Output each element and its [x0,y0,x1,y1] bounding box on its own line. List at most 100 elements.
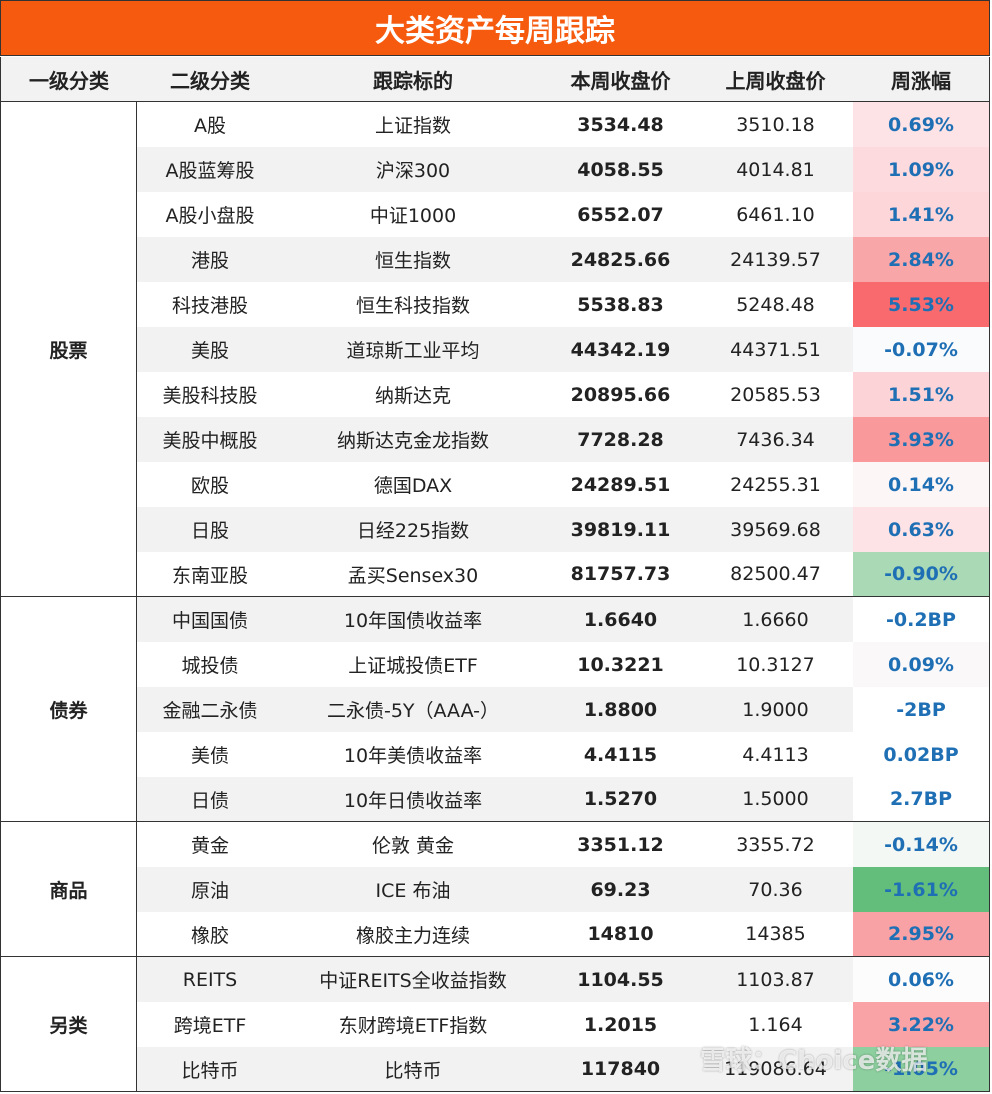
sub-category: 橡胶 [137,912,283,957]
weekly-change: 0.69% [853,102,990,147]
tracked-index: 孟买Sensex30 [283,552,543,597]
column-header: 二级分类 [137,57,283,102]
last-week-close: 3355.72 [698,822,853,867]
this-week-close: 3351.12 [543,822,698,867]
weekly-change: 5.53% [853,282,990,327]
last-week-close: 1.6660 [698,597,853,642]
sub-category: 东南亚股 [137,552,283,597]
weekly-change: -0.14% [853,822,990,867]
last-week-close: 1103.87 [698,957,853,1002]
last-week-close: 7436.34 [698,417,853,462]
tracked-index: ICE 布油 [283,867,543,912]
sub-category: 美股 [137,327,283,372]
weekly-change: 1.41% [853,192,990,237]
tracked-index: 橡胶主力连续 [283,912,543,957]
tracked-index: 10年国债收益率 [283,597,543,642]
title: 大类资产每周跟踪 [0,0,990,56]
weekly-change: 2.95% [853,912,990,957]
sub-category: 美债 [137,732,283,777]
sub-category: 欧股 [137,462,283,507]
watermark: 雪球：Choice数据 [700,1046,928,1076]
sub-category: 科技港股 [137,282,283,327]
this-week-close: 20895.66 [543,372,698,417]
weekly-change: 0.63% [853,507,990,552]
sub-category: 城投债 [137,642,283,687]
tracked-index: 中证REITS全收益指数 [283,957,543,1002]
last-week-close: 70.36 [698,867,853,912]
group-cell: 债券 [0,597,137,822]
tracked-index: 上证指数 [283,102,543,147]
column-header: 本周收盘价 [543,57,698,102]
tracked-index: 德国DAX [283,462,543,507]
sub-category: 港股 [137,237,283,282]
column-header: 跟踪标的 [283,57,543,102]
weekly-change: -1.61% [853,867,990,912]
tracked-index: 中证1000 [283,192,543,237]
this-week-close: 14810 [543,912,698,957]
tracked-index: 二永债-5Y（AAA-） [283,687,543,732]
sub-category: 日股 [137,507,283,552]
sub-category: 比特币 [137,1047,283,1092]
this-week-close: 1104.55 [543,957,698,1002]
this-week-close: 39819.11 [543,507,698,552]
this-week-close: 117840 [543,1047,698,1092]
last-week-close: 24139.57 [698,237,853,282]
weekly-change: 1.09% [853,147,990,192]
last-week-close: 4.4113 [698,732,853,777]
last-week-close: 14385 [698,912,853,957]
sub-category: 美股科技股 [137,372,283,417]
this-week-close: 1.8800 [543,687,698,732]
weekly-change: -1.05% [853,1047,990,1092]
last-week-close: 1.5000 [698,777,853,822]
last-week-close: 1.164 [698,1002,853,1047]
weekly-change: 2.7BP [853,777,990,822]
weekly-change: 3.22% [853,1002,990,1047]
tracked-index: 10年美债收益率 [283,732,543,777]
last-week-close: 24255.31 [698,462,853,507]
tracked-index: 伦敦 黄金 [283,822,543,867]
weekly-change: 0.06% [853,957,990,1002]
last-week-close: 44371.51 [698,327,853,372]
last-week-close: 5248.48 [698,282,853,327]
this-week-close: 4058.55 [543,147,698,192]
tracked-index: 沪深300 [283,147,543,192]
this-week-close: 24289.51 [543,462,698,507]
this-week-close: 81757.73 [543,552,698,597]
this-week-close: 1.6640 [543,597,698,642]
last-week-close: 3510.18 [698,102,853,147]
weekly-change: -0.90% [853,552,990,597]
weekly-change: 1.51% [853,372,990,417]
column-header: 一级分类 [0,57,137,102]
column-header: 周涨幅 [853,57,990,102]
tracked-index: 比特币 [283,1047,543,1092]
sub-category: A股 [137,102,283,147]
this-week-close: 44342.19 [543,327,698,372]
tracked-index: 恒生指数 [283,237,543,282]
weekly-change: -0.07% [853,327,990,372]
last-week-close: 82500.47 [698,552,853,597]
tracked-index: 恒生科技指数 [283,282,543,327]
last-week-close: 10.3127 [698,642,853,687]
weekly-change: -2BP [853,687,990,732]
sub-category: A股蓝筹股 [137,147,283,192]
sub-category: 中国国债 [137,597,283,642]
sub-category: 原油 [137,867,283,912]
group-cell: 股票 [0,102,137,597]
tracked-index: 日经225指数 [283,507,543,552]
last-week-close: 20585.53 [698,372,853,417]
sub-category: 黄金 [137,822,283,867]
weekly-change: -0.2BP [853,597,990,642]
sub-category: 美股中概股 [137,417,283,462]
this-week-close: 6552.07 [543,192,698,237]
column-header: 上周收盘价 [698,57,853,102]
this-week-close: 69.23 [543,867,698,912]
last-week-close: 4014.81 [698,147,853,192]
group-cell: 另类 [0,957,137,1092]
this-week-close: 1.5270 [543,777,698,822]
weekly-change: 2.84% [853,237,990,282]
last-week-close: 6461.10 [698,192,853,237]
sub-category: 日债 [137,777,283,822]
tracked-index: 道琼斯工业平均 [283,327,543,372]
this-week-close: 3534.48 [543,102,698,147]
tracked-index: 纳斯达克 [283,372,543,417]
